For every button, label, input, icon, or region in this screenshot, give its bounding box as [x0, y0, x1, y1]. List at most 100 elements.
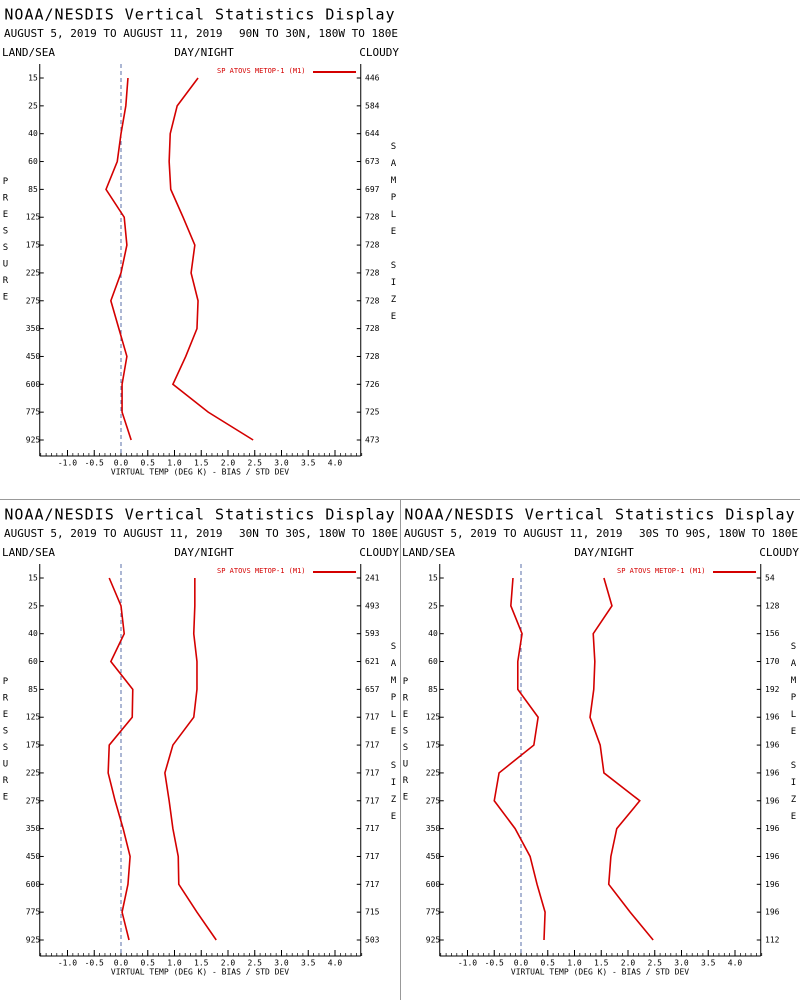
- sample-size: 621: [365, 657, 380, 666]
- x-tick-label: -1.0: [458, 959, 477, 968]
- x-tick-label: 3.5: [301, 959, 316, 968]
- x-tick-label: 2.5: [248, 459, 263, 468]
- bias-line: [107, 577, 134, 941]
- y-tick-label: 40: [428, 629, 438, 638]
- x-tick-label: 1.5: [594, 959, 609, 968]
- cloudy: CLOUDY: [759, 546, 799, 559]
- sample-size: 196: [765, 796, 780, 805]
- y-tick-label: 225: [26, 268, 41, 277]
- day-night: DAY/NIGHT: [174, 546, 234, 559]
- sample-size: 446: [365, 74, 380, 83]
- std-dev-line: [168, 77, 254, 441]
- x-tick-label: 0.5: [541, 959, 556, 968]
- separator: [0, 499, 800, 500]
- y-tick-label: 450: [26, 352, 41, 361]
- sample-size: 54: [765, 574, 775, 583]
- sample-size: 728: [365, 296, 380, 305]
- sample-size: 717: [365, 713, 380, 722]
- x-tick-label: -0.5: [85, 959, 104, 968]
- y-tick-label: 775: [26, 408, 41, 417]
- y-tick-label: 15: [428, 574, 438, 583]
- y-tick-label: 775: [26, 908, 41, 917]
- x-tick-label: 3.0: [674, 959, 689, 968]
- x-tick-label: 1.0: [167, 959, 182, 968]
- day-night: DAY/NIGHT: [174, 46, 234, 59]
- y-tick-label: 125: [26, 213, 41, 222]
- x-tick-label: 0.0: [514, 959, 529, 968]
- x-tick-label: 3.5: [301, 459, 316, 468]
- x-tick-label: 3.5: [701, 959, 716, 968]
- cloudy: CLOUDY: [359, 546, 399, 559]
- std-dev-line: [589, 577, 654, 941]
- sample-size: 717: [365, 796, 380, 805]
- x-tick-label: 1.5: [194, 959, 209, 968]
- y-tick-label: 125: [26, 713, 41, 722]
- sample-size: 503: [365, 936, 380, 945]
- x-tick-label: 1.5: [194, 459, 209, 468]
- date-range: AUGUST 5, 2019 TO AUGUST 11, 2019: [404, 527, 623, 540]
- y-tick-label: 25: [28, 101, 38, 110]
- cloudy: CLOUDY: [359, 46, 399, 59]
- legend-label: SP ATOVS METOP-1 (M1): [617, 567, 706, 575]
- y-tick-label: 350: [26, 324, 41, 333]
- y-tick-label: 60: [28, 157, 38, 166]
- y-tick-label: 175: [26, 741, 41, 750]
- sample-size: 196: [765, 713, 780, 722]
- y-tick-label: 60: [428, 657, 438, 666]
- sample-size: 717: [365, 824, 380, 833]
- y-tick-label: 350: [26, 824, 41, 833]
- sample-size: 192: [765, 685, 780, 694]
- sample-size: 156: [765, 629, 780, 638]
- y-tick-label: 15: [28, 574, 38, 583]
- sample-size: 196: [765, 852, 780, 861]
- chart-panel: NOAA/NESDIS Vertical Statistics Display A…: [1, 6, 400, 477]
- sample-size: 196: [765, 824, 780, 833]
- x-axis-label: VIRTUAL TEMP (DEG K) - BIAS / STD DEV: [111, 468, 289, 477]
- sample-size: 697: [365, 185, 380, 194]
- day-night: DAY/NIGHT: [574, 546, 634, 559]
- bias-line: [105, 77, 132, 441]
- separator: [400, 500, 401, 1000]
- sample-size: 196: [765, 741, 780, 750]
- y-tick-label: 275: [426, 796, 441, 805]
- land-sea: LAND/SEA: [2, 46, 55, 59]
- x-axis-label: VIRTUAL TEMP (DEG K) - BIAS / STD DEV: [511, 968, 689, 977]
- x-tick-label: 0.0: [114, 459, 129, 468]
- sample-size: 644: [365, 129, 380, 138]
- sample-size: 473: [365, 436, 380, 445]
- sample-size: 728: [365, 241, 380, 250]
- sample-size: 728: [365, 268, 380, 277]
- sample-size: 128: [765, 601, 780, 610]
- y-tick-label: 175: [426, 741, 441, 750]
- chart-panel: NOAA/NESDIS Vertical Statistics Display A…: [401, 506, 800, 977]
- x-tick-label: 2.5: [248, 959, 263, 968]
- y-tick-label: 85: [28, 185, 38, 194]
- y-tick-label: 85: [428, 685, 438, 694]
- sample-size: 728: [365, 213, 380, 222]
- y-tick-label: 925: [26, 436, 41, 445]
- x-tick-label: -1.0: [58, 959, 77, 968]
- sample-size: 717: [365, 852, 380, 861]
- y-tick-label: 600: [26, 880, 41, 889]
- chart-title: NOAA/NESDIS Vertical Statistics Display: [4, 6, 395, 24]
- y2-axis-label: SAMPLE SIZE: [389, 642, 399, 829]
- x-tick-label: 0.0: [114, 959, 129, 968]
- x-tick-label: 1.0: [167, 459, 182, 468]
- x-tick-label: 0.5: [141, 959, 156, 968]
- y-tick-label: 85: [28, 685, 38, 694]
- x-tick-label: 0.5: [141, 459, 156, 468]
- y2-axis-label: SAMPLE SIZE: [389, 142, 399, 329]
- sample-size: 717: [365, 768, 380, 777]
- y-tick-label: 925: [26, 936, 41, 945]
- land-sea: LAND/SEA: [2, 546, 55, 559]
- y-tick-label: 600: [26, 380, 41, 389]
- y-tick-label: 25: [28, 601, 38, 610]
- y-axis-label: PRESSURE: [1, 677, 11, 809]
- date-range: AUGUST 5, 2019 TO AUGUST 11, 2019: [4, 27, 223, 40]
- y-tick-label: 600: [426, 880, 441, 889]
- sample-size: 715: [365, 908, 380, 917]
- sample-size: 728: [365, 352, 380, 361]
- sample-size: 241: [365, 574, 380, 583]
- sample-size: 493: [365, 601, 380, 610]
- x-tick-label: 1.0: [567, 959, 582, 968]
